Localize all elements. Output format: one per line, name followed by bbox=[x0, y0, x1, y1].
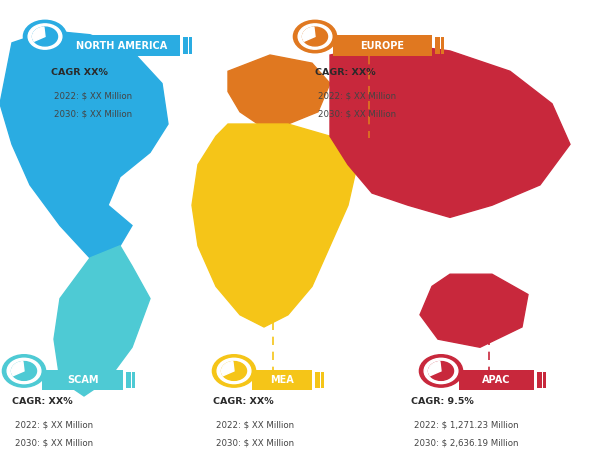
Text: 2022: $ 1,271.23 Million: 2022: $ 1,271.23 Million bbox=[414, 421, 518, 430]
Text: 2030: $ XX Million: 2030: $ XX Million bbox=[54, 110, 132, 119]
Text: 2030: $ XX Million: 2030: $ XX Million bbox=[216, 439, 294, 448]
Text: 2030: $ XX Million: 2030: $ XX Million bbox=[15, 439, 93, 448]
FancyBboxPatch shape bbox=[63, 35, 180, 56]
Text: CAGR: 9.5%: CAGR: 9.5% bbox=[411, 397, 474, 406]
Polygon shape bbox=[330, 43, 570, 217]
Text: CAGR: XX%: CAGR: XX% bbox=[12, 397, 73, 406]
Polygon shape bbox=[420, 274, 528, 347]
FancyBboxPatch shape bbox=[435, 37, 440, 54]
Text: 2022: $ XX Million: 2022: $ XX Million bbox=[54, 92, 132, 101]
FancyBboxPatch shape bbox=[459, 370, 534, 390]
Circle shape bbox=[302, 27, 328, 46]
Text: MEA: MEA bbox=[270, 375, 294, 385]
Circle shape bbox=[217, 358, 251, 384]
Circle shape bbox=[428, 362, 454, 380]
Wedge shape bbox=[302, 27, 315, 41]
FancyBboxPatch shape bbox=[333, 35, 432, 56]
Text: CAGR XX%: CAGR XX% bbox=[51, 68, 108, 77]
Text: 2030: $ XX Million: 2030: $ XX Million bbox=[318, 110, 396, 119]
Text: CAGR: XX%: CAGR: XX% bbox=[213, 397, 274, 406]
Text: APAC: APAC bbox=[482, 375, 511, 385]
Text: NORTH AMERICA: NORTH AMERICA bbox=[76, 41, 167, 51]
Polygon shape bbox=[228, 55, 330, 124]
Text: 2030: $ 2,636.19 Million: 2030: $ 2,636.19 Million bbox=[414, 439, 518, 448]
FancyBboxPatch shape bbox=[252, 370, 312, 390]
Circle shape bbox=[419, 354, 463, 387]
Circle shape bbox=[221, 362, 247, 380]
Circle shape bbox=[23, 20, 67, 53]
Text: EUROPE: EUROPE bbox=[361, 41, 404, 51]
FancyBboxPatch shape bbox=[183, 37, 188, 54]
Wedge shape bbox=[428, 362, 441, 376]
FancyBboxPatch shape bbox=[321, 372, 324, 388]
FancyBboxPatch shape bbox=[441, 37, 444, 54]
Text: 2022: $ XX Million: 2022: $ XX Million bbox=[15, 421, 93, 430]
FancyBboxPatch shape bbox=[126, 372, 131, 388]
Circle shape bbox=[424, 358, 458, 384]
Circle shape bbox=[2, 354, 46, 387]
Circle shape bbox=[298, 24, 332, 49]
FancyBboxPatch shape bbox=[132, 372, 135, 388]
Text: SCAM: SCAM bbox=[67, 375, 98, 385]
Circle shape bbox=[7, 358, 41, 384]
Circle shape bbox=[28, 24, 62, 49]
Circle shape bbox=[32, 27, 58, 46]
Polygon shape bbox=[54, 246, 150, 396]
FancyBboxPatch shape bbox=[537, 372, 542, 388]
FancyBboxPatch shape bbox=[42, 370, 123, 390]
Text: 2022: $ XX Million: 2022: $ XX Million bbox=[318, 92, 396, 101]
Circle shape bbox=[212, 354, 256, 387]
FancyBboxPatch shape bbox=[189, 37, 192, 54]
Wedge shape bbox=[11, 362, 24, 376]
Polygon shape bbox=[192, 124, 360, 327]
Text: 2022: $ XX Million: 2022: $ XX Million bbox=[216, 421, 294, 430]
Circle shape bbox=[293, 20, 337, 53]
FancyBboxPatch shape bbox=[543, 372, 546, 388]
Circle shape bbox=[11, 362, 37, 380]
Polygon shape bbox=[0, 31, 168, 258]
Wedge shape bbox=[221, 362, 234, 376]
Wedge shape bbox=[32, 27, 45, 41]
Text: CAGR: XX%: CAGR: XX% bbox=[315, 68, 376, 77]
FancyBboxPatch shape bbox=[315, 372, 320, 388]
